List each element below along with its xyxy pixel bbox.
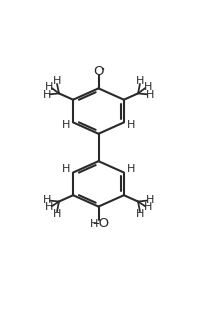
Text: H: H [127,165,135,174]
Text: H: H [52,76,61,86]
Text: H: H [45,82,53,92]
Text: H: H [144,82,152,92]
Text: H: H [127,120,135,131]
Text: H: H [45,202,53,212]
Text: H: H [144,202,152,212]
Text: H: H [43,90,51,100]
Text: H: H [136,209,145,219]
Text: ·: · [100,63,105,78]
Text: H: H [52,209,61,219]
Text: H: H [62,120,70,131]
Text: H: H [62,165,70,174]
Text: O: O [93,65,104,78]
Text: H: H [43,195,51,205]
Text: –O: –O [93,217,110,230]
Text: H: H [146,195,154,205]
Text: H: H [90,219,98,229]
Text: H: H [146,90,154,100]
Text: H: H [136,76,145,86]
